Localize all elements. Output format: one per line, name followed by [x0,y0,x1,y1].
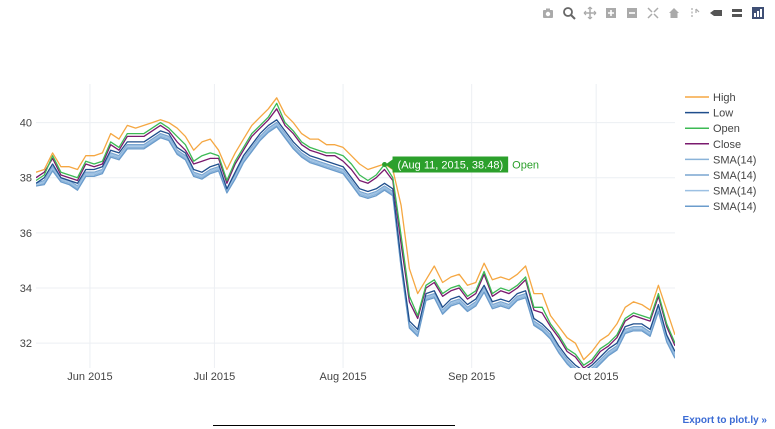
zoom-in-icon[interactable] [604,6,618,20]
x-tick-label: Oct 2015 [574,371,619,383]
legend-item[interactable]: Close [685,139,741,151]
zoom-icon[interactable] [562,6,576,20]
modebar [541,6,765,20]
hover-label-text: (Aug 11, 2015, 38.48) [398,160,504,172]
series-line-sma-14- [36,121,675,368]
divider [213,425,455,426]
series-line-low [36,119,675,368]
y-tick-label: 40 [20,118,32,130]
hover-point [382,162,388,168]
legend-item[interactable]: SMA(14) [685,170,756,182]
legend-item[interactable]: SMA(14) [685,154,756,166]
spike-lines-icon[interactable] [688,6,702,20]
series-line-high [36,97,675,361]
y-tick-label: 36 [20,228,32,240]
series-line-open [36,102,675,366]
legend-label: Low [713,108,733,120]
legend-label: High [713,92,736,104]
legend-item[interactable]: SMA(14) [685,186,756,198]
series-line-sma-14- [36,123,675,368]
legend-label: Open [713,123,740,135]
legend-label: SMA(14) [713,154,756,166]
legend-label: Close [713,139,741,151]
x-tick-label: Sep 2015 [448,371,495,383]
legend-label: SMA(14) [713,170,756,182]
x-tick-label: Aug 2015 [319,371,366,383]
legend-label: SMA(14) [713,201,756,213]
pan-icon[interactable] [583,6,597,20]
series-line-sma-14- [36,126,675,368]
export-to-plotly-link[interactable]: Export to plot.ly » [682,415,767,426]
zoom-out-icon[interactable] [625,6,639,20]
y-tick-label: 38 [20,173,32,185]
plotly-logo-icon[interactable] [751,6,765,20]
legend-item[interactable]: Open [685,123,740,135]
home-icon[interactable] [667,6,681,20]
hover-label-box [385,156,509,173]
hover-closest-icon[interactable] [709,6,723,20]
legend-item[interactable]: Low [685,108,733,120]
y-tick-label: 34 [20,283,32,295]
legend-item[interactable]: High [685,92,736,104]
x-tick-label: Jul 2015 [194,371,236,383]
y-tick-label: 32 [20,338,32,350]
hover-compare-icon[interactable] [730,6,744,20]
legend-label: SMA(14) [713,186,756,198]
x-tick-label: Jun 2015 [67,371,112,383]
series-line-close [36,108,675,368]
legend-item[interactable]: SMA(14) [685,201,756,213]
autoscale-icon[interactable] [646,6,660,20]
camera-icon[interactable] [541,6,555,20]
series-line-sma-14- [36,124,675,368]
hover-series-label: Open [512,160,539,172]
